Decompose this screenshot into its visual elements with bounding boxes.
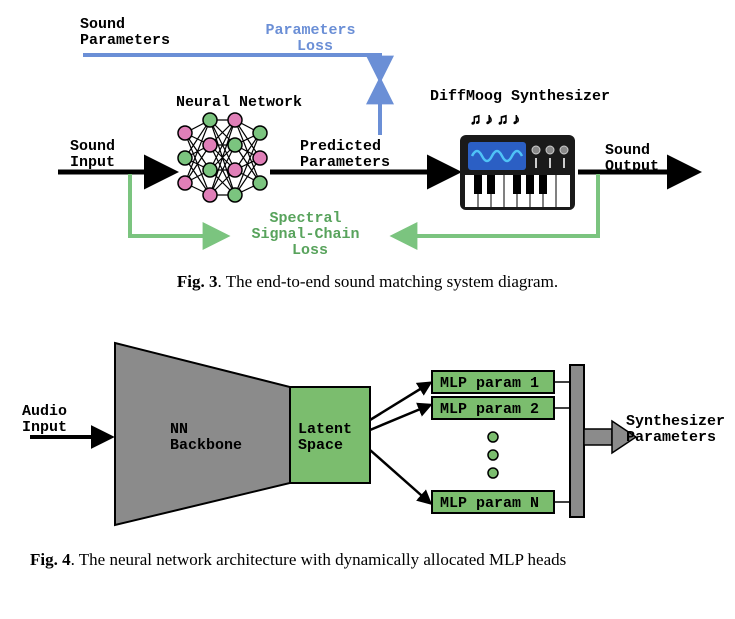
fig3-caption: Fig. 3. The end-to-end sound matching sy…	[40, 271, 695, 294]
arrow-params-to-loss	[83, 55, 380, 78]
fig4-svg: Audio Input NN Backbone Latent Space MLP…	[0, 325, 735, 535]
label-neural-network: Neural Network	[176, 94, 302, 111]
arrow-latent-mlp2	[370, 405, 430, 430]
fig3-svg: Sound Parameters Parameters Loss Neural …	[0, 0, 735, 265]
ellipsis-dot	[488, 450, 498, 460]
label-parameters-loss: Parameters Loss	[265, 22, 364, 55]
label-synth-params: Synthesizer Parameters	[626, 413, 734, 446]
svg-text:♫ ♪ ♫ ♪: ♫ ♪ ♫ ♪	[470, 111, 520, 128]
ellipsis-dot	[488, 468, 498, 478]
label-mlp2: MLP param 2	[440, 401, 539, 418]
label-audio-input: Audio Input	[22, 403, 76, 436]
ellipsis-dot	[488, 432, 498, 442]
label-sound-parameters: Sound Parameters	[80, 16, 170, 49]
arrow-latent-mlpN	[370, 450, 430, 503]
label-predicted-params: Predicted Parameters	[300, 138, 390, 171]
nn-backbone-shape	[115, 343, 290, 525]
label-diffmoog: DiffMoog Synthesizer	[430, 88, 610, 105]
neural-network-icon	[178, 113, 267, 202]
label-mlpN: MLP param N	[440, 495, 539, 512]
label-mlp1: MLP param 1	[440, 375, 539, 392]
figure-3: Sound Parameters Parameters Loss Neural …	[0, 0, 735, 294]
figure-4: Audio Input NN Backbone Latent Space MLP…	[0, 325, 735, 572]
synthesizer-icon	[460, 135, 575, 210]
arrow-latent-mlp1	[370, 383, 430, 420]
label-spectral-loss: Spectral Signal-Chain Loss	[251, 210, 368, 259]
collector-bar	[570, 365, 584, 517]
music-notes-icon: ♫ ♪ ♫ ♪	[470, 111, 520, 128]
label-sound-input: Sound Input	[70, 138, 124, 171]
fig4-caption: Fig. 4. The neural network architecture …	[30, 549, 705, 572]
